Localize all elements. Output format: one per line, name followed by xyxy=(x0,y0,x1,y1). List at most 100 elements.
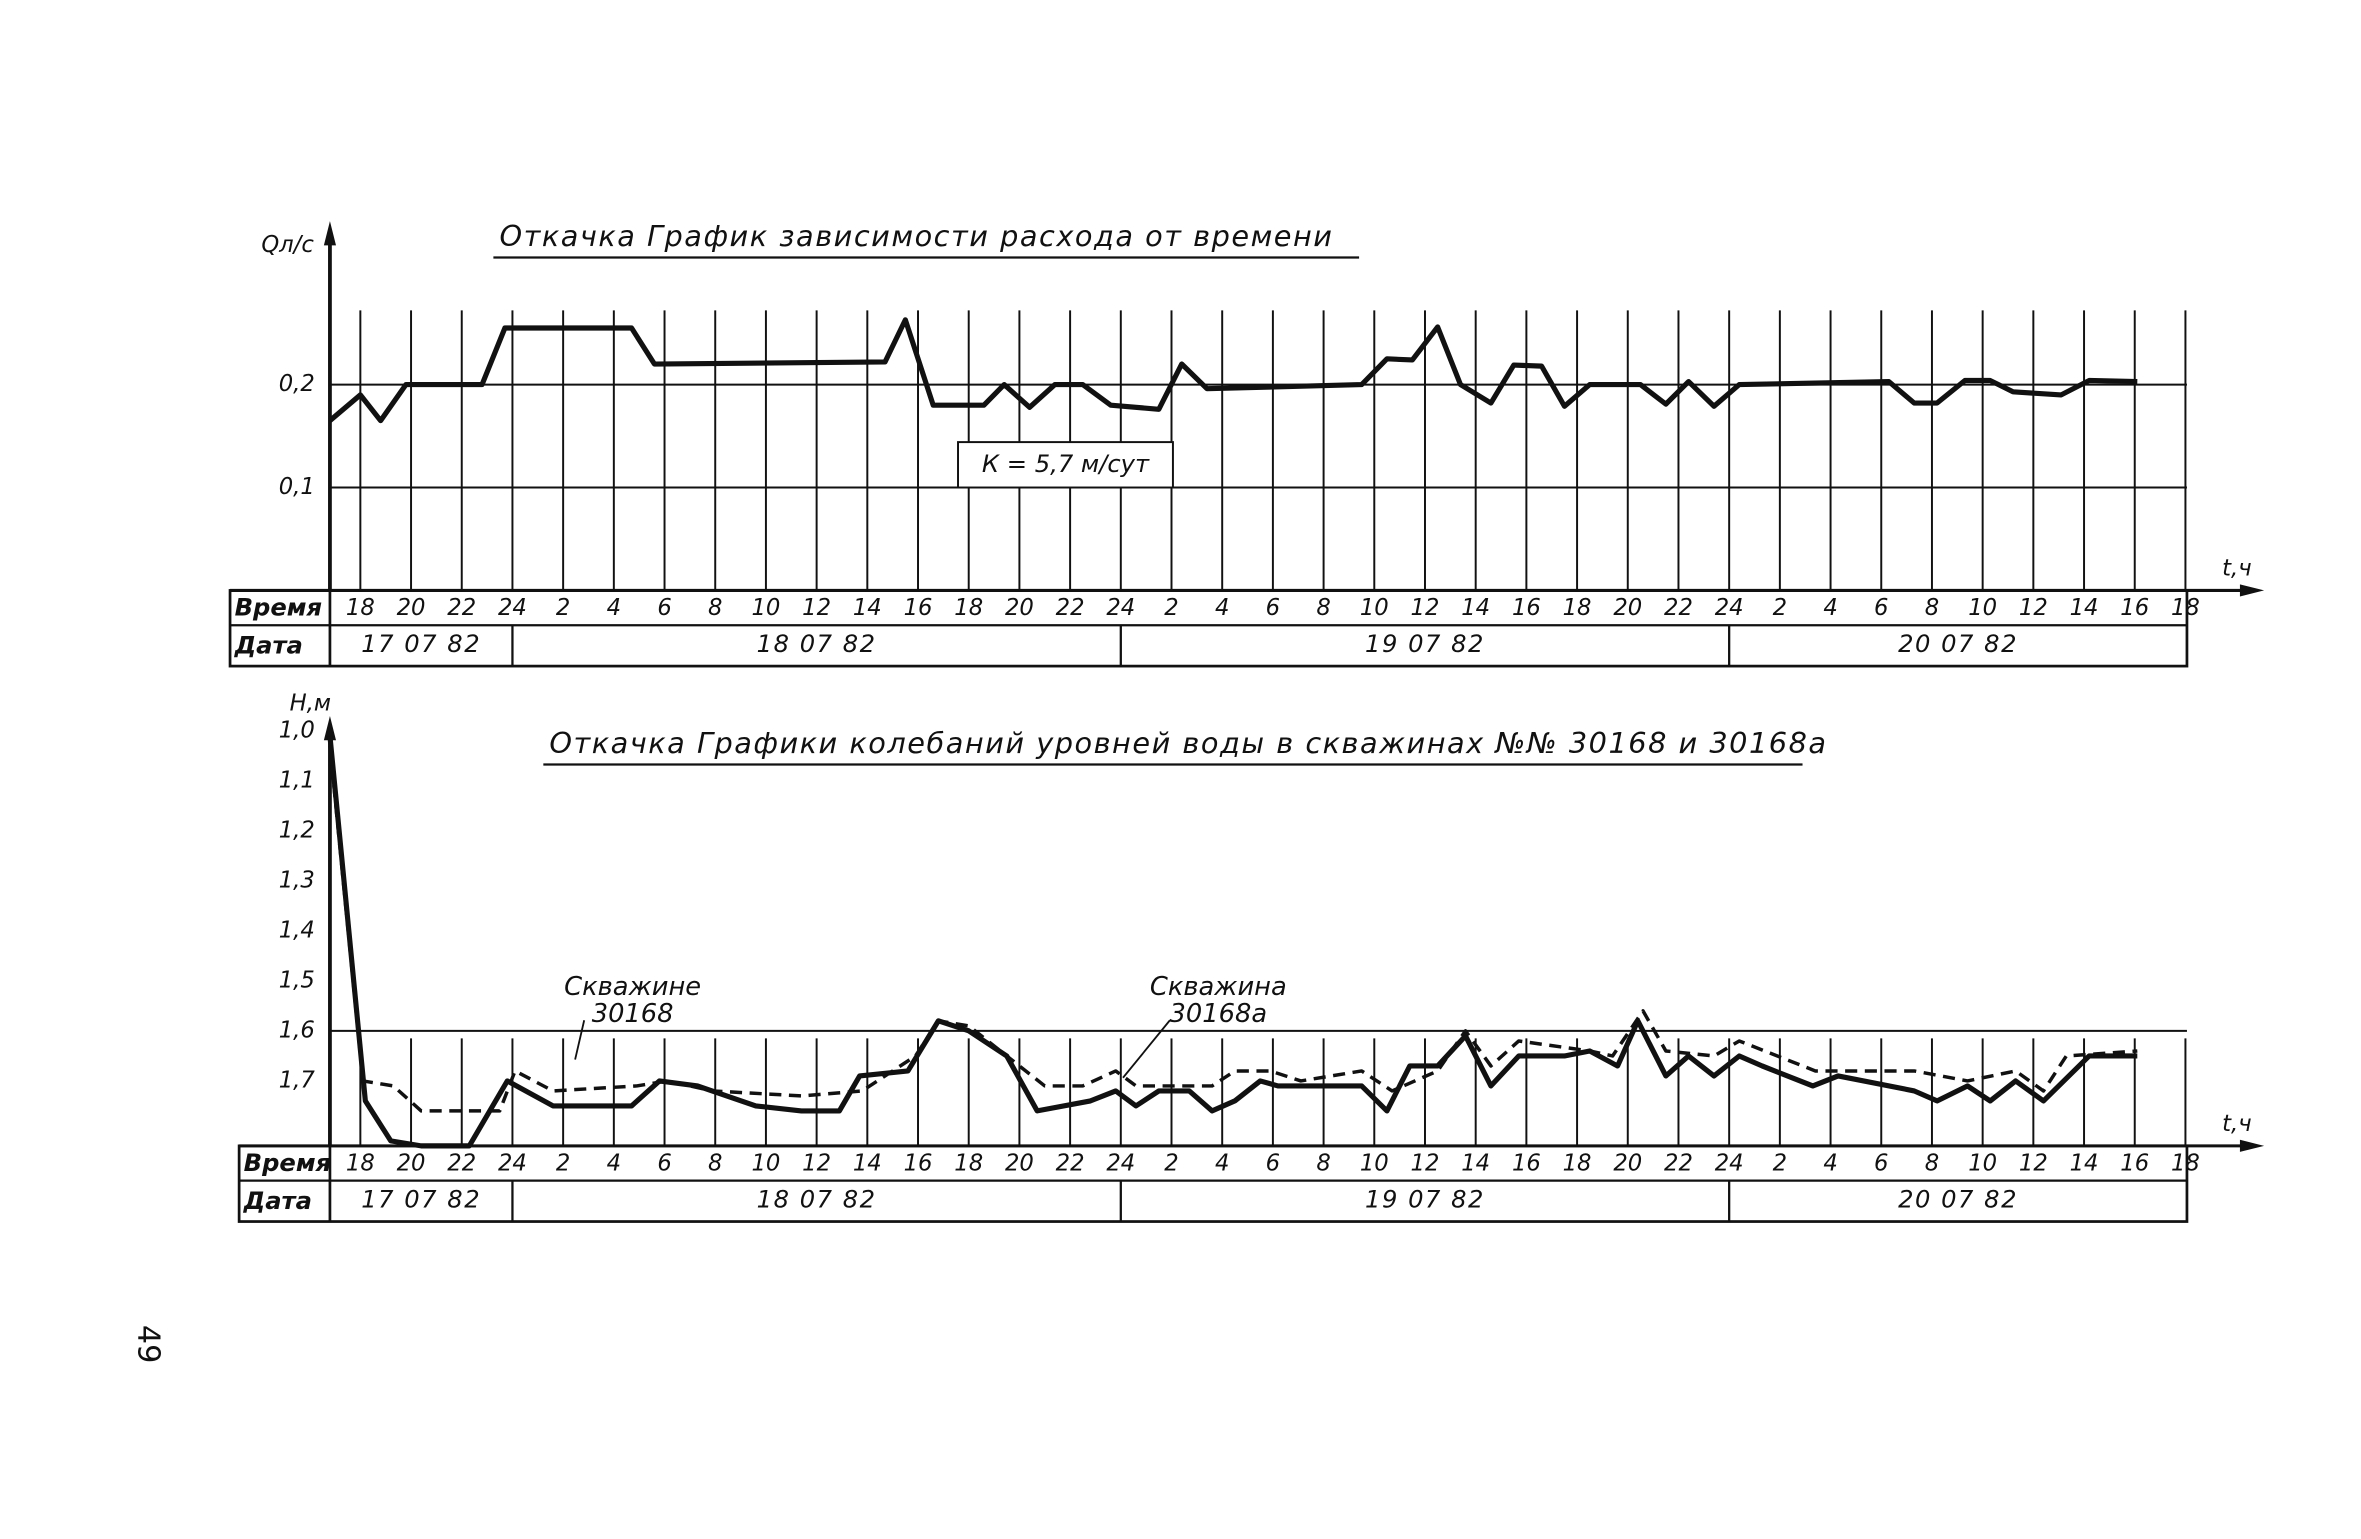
x-tick-label: 20 xyxy=(1005,1151,1034,1177)
x-axis-label: t,ч xyxy=(2222,556,2252,582)
y-tick-label: 1,3 xyxy=(279,867,315,893)
x-tick-label: 6 xyxy=(1266,1151,1280,1177)
y-axis-label: Qл/с xyxy=(261,232,314,258)
x-tick-label: 20 xyxy=(1613,595,1642,621)
x-tick-label: 16 xyxy=(1512,1151,1541,1177)
x-tick-label: 14 xyxy=(2070,595,2099,621)
x-tick-label: 2 xyxy=(1164,595,1178,621)
annotation: К = 5,7 м/сут xyxy=(982,450,1150,478)
data-line xyxy=(328,317,2138,424)
data-line xyxy=(327,735,2138,1149)
x-tick-label: 10 xyxy=(751,1151,780,1177)
date-label: 18 07 82 xyxy=(757,1185,877,1213)
date-label: 20 07 82 xyxy=(1898,1185,2018,1213)
y-axis-arrow xyxy=(323,221,336,246)
x-tick-label: 4 xyxy=(1823,1151,1837,1177)
row-label: Дата xyxy=(243,1187,312,1215)
row-label: Время xyxy=(235,594,323,622)
annotation-box xyxy=(957,441,1174,489)
x-tick-label: 18 xyxy=(346,1151,375,1177)
label-pointer xyxy=(574,1020,586,1060)
x-tick-label: 18 xyxy=(346,595,375,621)
x-tick-label: 24 xyxy=(1715,1151,1744,1177)
x-tick-label: 18 xyxy=(1563,1151,1592,1177)
x-tick-label: 10 xyxy=(1968,1151,1997,1177)
date-label: 18 07 82 xyxy=(757,630,877,658)
x-tick-label: 12 xyxy=(2019,595,2048,621)
y-tick-label: 1,4 xyxy=(279,917,315,943)
x-tick-label: 20 xyxy=(1005,595,1034,621)
x-tick-label: 8 xyxy=(1925,595,1939,621)
x-tick-label: 4 xyxy=(1215,595,1229,621)
date-label: 20 07 82 xyxy=(1898,630,2018,658)
page-number: 49 xyxy=(130,1325,165,1363)
row-label: Время xyxy=(244,1149,332,1177)
row-label: Дата xyxy=(234,631,303,659)
x-tick-label: 14 xyxy=(1461,595,1490,621)
x-tick-label: 24 xyxy=(498,595,527,621)
x-tick-label: 22 xyxy=(1056,595,1085,621)
x-tick-label: 6 xyxy=(657,1151,671,1177)
x-tick-label: 12 xyxy=(2019,1151,2048,1177)
x-tick-label: 22 xyxy=(1056,1151,1085,1177)
x-tick-label: 14 xyxy=(1461,1151,1490,1177)
x-tick-label: 22 xyxy=(447,595,476,621)
x-tick-label: 12 xyxy=(1411,595,1440,621)
x-tick-label: 22 xyxy=(447,1151,476,1177)
x-tick-label: 8 xyxy=(1316,595,1330,621)
y-tick-label: 1,2 xyxy=(279,817,315,843)
x-tick-label: 10 xyxy=(1360,595,1389,621)
x-tick-label: 8 xyxy=(708,595,722,621)
y-tick-label: 1,7 xyxy=(279,1067,316,1093)
series-label: Скважине 30168 xyxy=(564,971,701,1028)
x-tick-label: 12 xyxy=(802,1151,831,1177)
chart-title: Откачка График зависимости расхода от вр… xyxy=(499,219,1333,253)
y-tick-label: 0,2 xyxy=(279,371,315,397)
x-tick-label: 6 xyxy=(1874,595,1888,621)
x-tick-label: 8 xyxy=(708,1151,722,1177)
x-tick-label: 12 xyxy=(1411,1151,1440,1177)
date-label: 17 07 82 xyxy=(361,1185,481,1213)
label-pointer xyxy=(1122,1019,1171,1079)
y-axis-label: H,м xyxy=(290,690,331,716)
x-tick-label: 18 xyxy=(954,595,983,621)
x-tick-label: 2 xyxy=(1773,1151,1787,1177)
x-tick-label: 6 xyxy=(1874,1151,1888,1177)
x-tick-label: 4 xyxy=(607,1151,621,1177)
x-tick-label: 4 xyxy=(607,595,621,621)
x-tick-label: 4 xyxy=(1823,595,1837,621)
x-tick-label: 16 xyxy=(2120,1151,2149,1177)
y-axis-arrow xyxy=(323,716,336,741)
y-tick-label: 1,1 xyxy=(279,768,315,794)
x-tick-label: 24 xyxy=(1106,1151,1135,1177)
x-tick-label: 4 xyxy=(1215,1151,1229,1177)
table-frame xyxy=(228,589,2189,668)
x-tick-label: 2 xyxy=(556,595,570,621)
date-label: 17 07 82 xyxy=(361,630,481,658)
x-tick-label: 16 xyxy=(904,595,933,621)
x-axis-arrow xyxy=(2239,1139,2265,1152)
data-line xyxy=(328,745,2138,1113)
x-tick-label: 14 xyxy=(2070,1151,2099,1177)
date-label: 19 07 82 xyxy=(1365,1185,1485,1213)
x-tick-label: 2 xyxy=(1164,1151,1178,1177)
x-tick-label: 16 xyxy=(1512,595,1541,621)
x-tick-label: 18 xyxy=(2171,595,2200,621)
y-tick-label: 1,6 xyxy=(279,1017,315,1043)
x-tick-label: 10 xyxy=(1968,595,1997,621)
series-label: Скважина 30168а xyxy=(1150,971,1287,1028)
chart-title: Откачка Графики колебаний уровней воды в… xyxy=(549,726,1827,760)
x-tick-label: 22 xyxy=(1664,1151,1693,1177)
x-tick-label: 6 xyxy=(657,595,671,621)
x-axis-label: t,ч xyxy=(2222,1111,2252,1137)
table-frame xyxy=(237,1144,2189,1223)
x-tick-label: 20 xyxy=(397,595,426,621)
x-tick-label: 20 xyxy=(1613,1151,1642,1177)
x-tick-label: 16 xyxy=(904,1151,933,1177)
x-tick-label: 6 xyxy=(1266,595,1280,621)
x-tick-label: 2 xyxy=(556,1151,570,1177)
x-tick-label: 12 xyxy=(802,595,831,621)
date-label: 19 07 82 xyxy=(1365,630,1485,658)
